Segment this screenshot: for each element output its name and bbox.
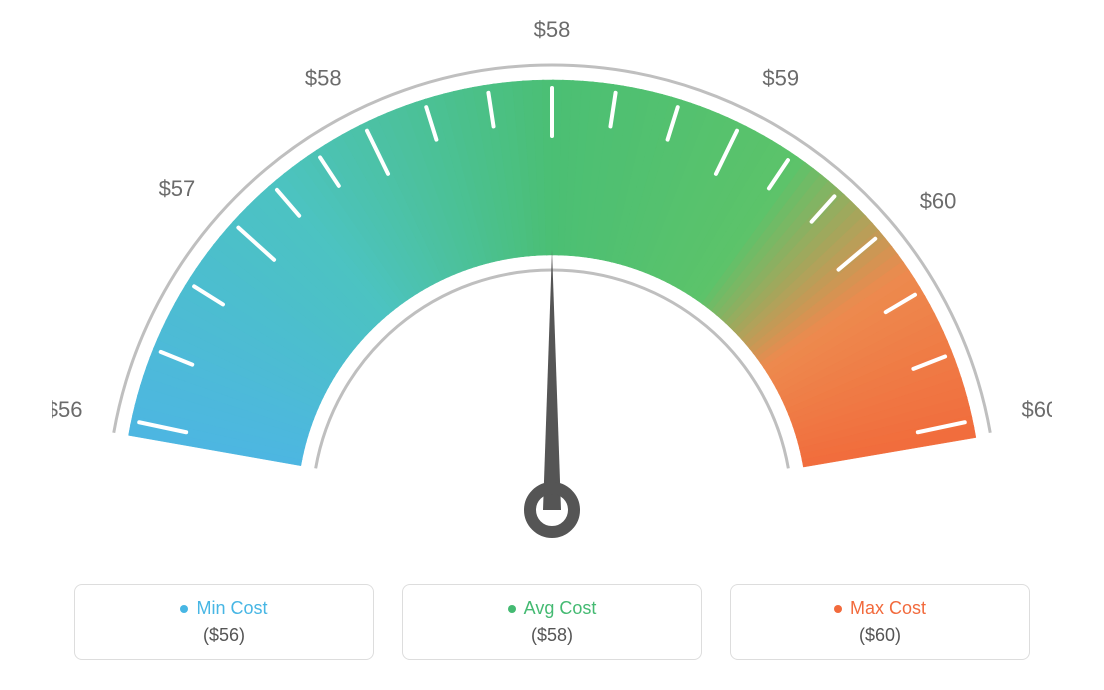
legend-value-min: ($56) — [203, 625, 245, 646]
svg-text:$60: $60 — [920, 188, 957, 213]
legend-card-max: Max Cost ($60) — [730, 584, 1030, 660]
legend-value-avg: ($58) — [531, 625, 573, 646]
legend-value-max: ($60) — [859, 625, 901, 646]
legend-label-max: Max Cost — [850, 598, 926, 619]
legend-label-avg: Avg Cost — [524, 598, 597, 619]
legend-dot-avg — [508, 605, 516, 613]
svg-text:$59: $59 — [762, 66, 799, 91]
gauge-chart: $56 $57 $58 $58 $59 $60 $60 — [52, 10, 1052, 575]
legend-row: Min Cost ($56) Avg Cost ($58) Max Cost (… — [0, 584, 1104, 660]
svg-text:$56: $56 — [52, 397, 82, 422]
legend-card-min: Min Cost ($56) — [74, 584, 374, 660]
legend-label-min: Min Cost — [196, 598, 267, 619]
svg-text:$58: $58 — [534, 17, 571, 42]
legend-card-avg: Avg Cost ($58) — [402, 584, 702, 660]
legend-dot-max — [834, 605, 842, 613]
svg-text:$58: $58 — [305, 66, 342, 91]
svg-text:$57: $57 — [159, 176, 196, 201]
svg-text:$60: $60 — [1022, 397, 1052, 422]
legend-dot-min — [180, 605, 188, 613]
